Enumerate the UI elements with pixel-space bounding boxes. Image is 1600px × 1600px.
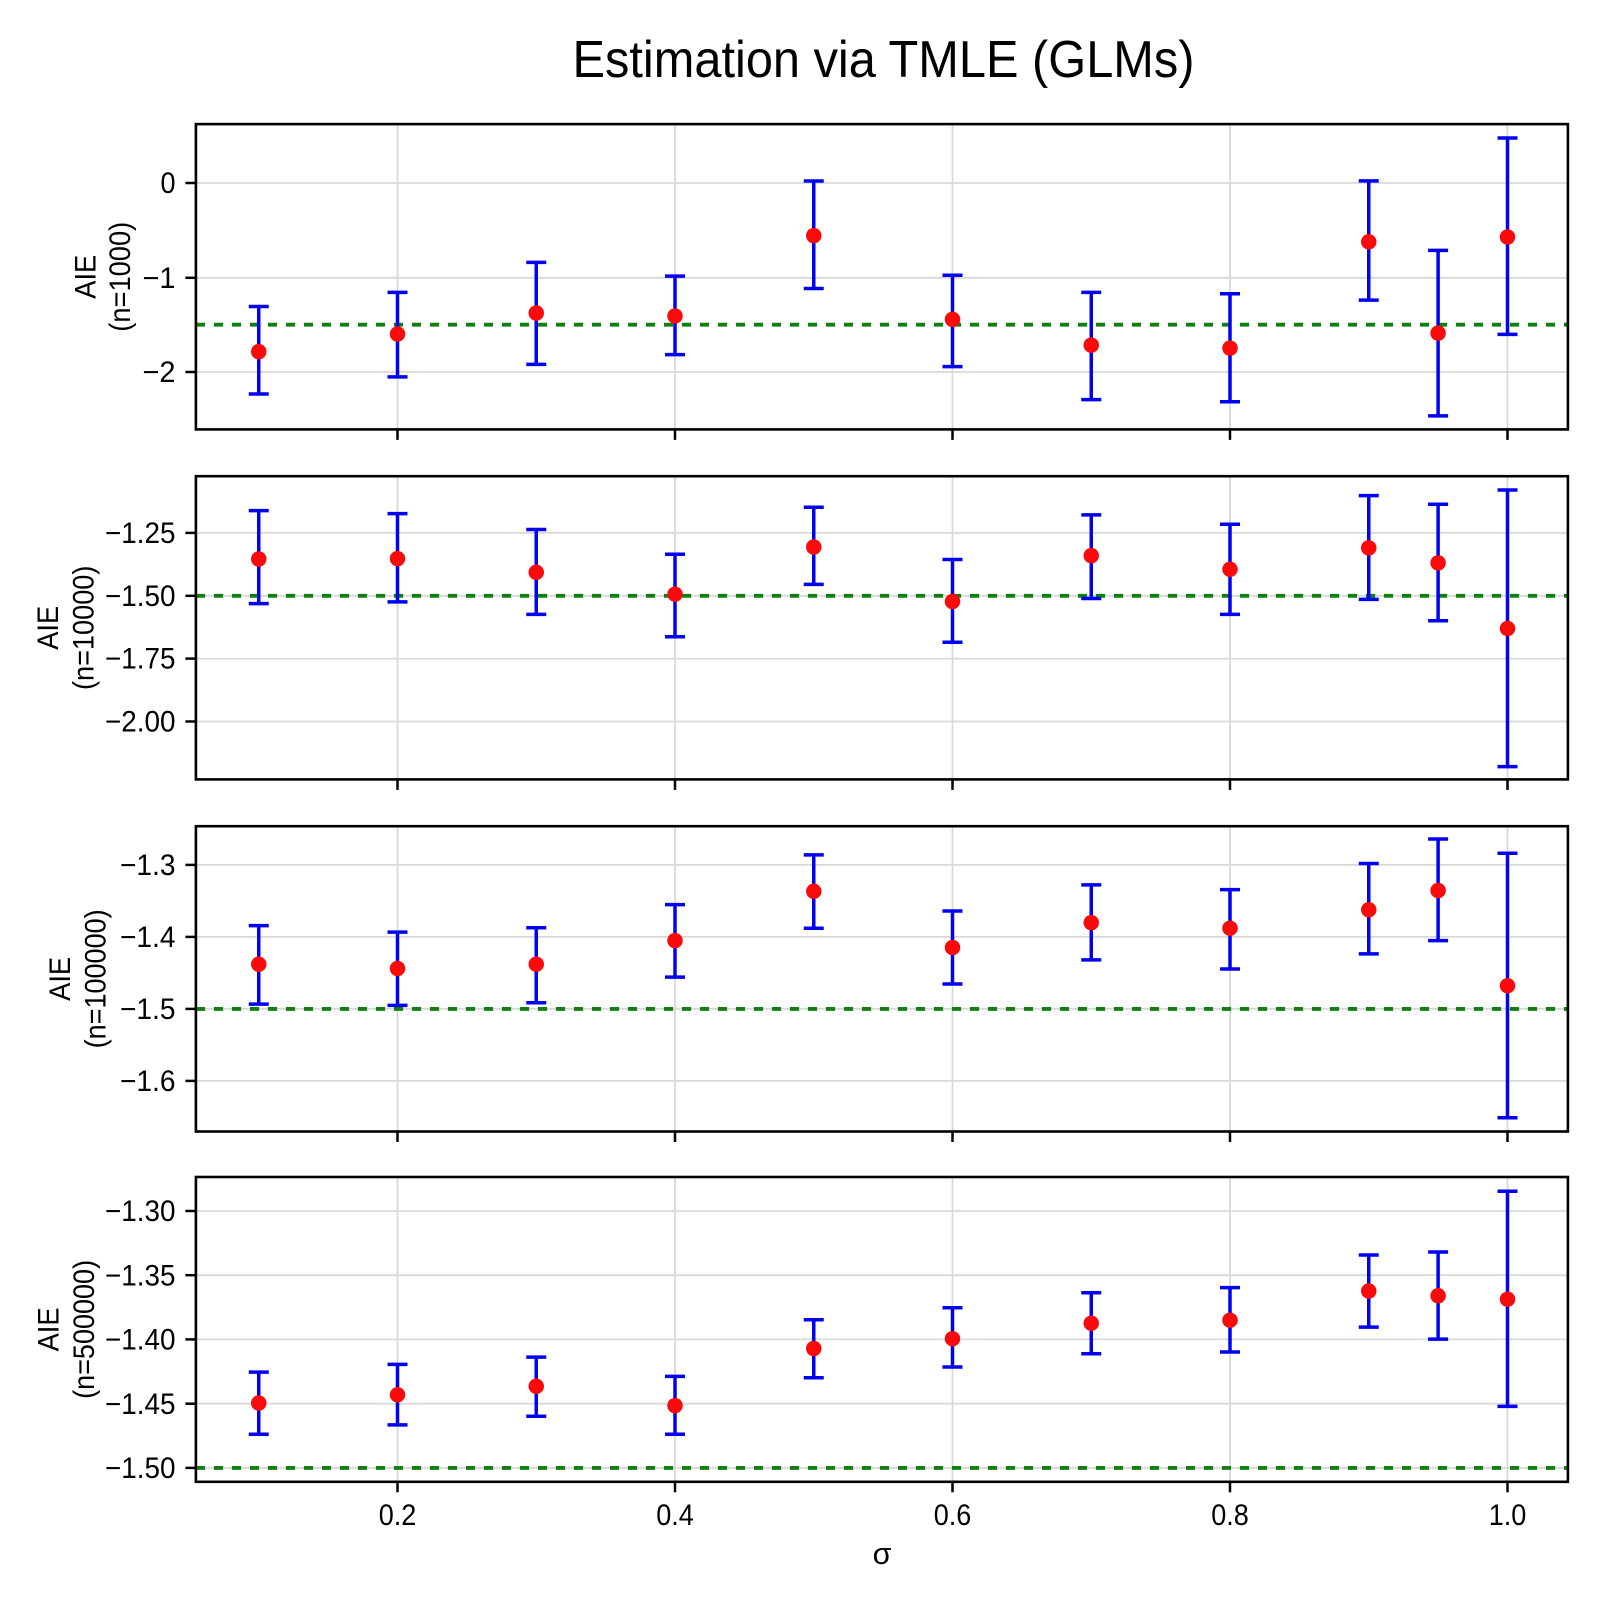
- svg-text:(n=1000): (n=1000): [104, 222, 137, 332]
- svg-text:−2: −2: [143, 356, 176, 389]
- svg-text:(n=500000): (n=500000): [68, 1260, 101, 1399]
- svg-text:AIE: AIE: [70, 255, 103, 299]
- svg-text:AIE: AIE: [33, 1307, 66, 1351]
- svg-text:−1.5: −1.5: [120, 993, 176, 1026]
- svg-text:AIE: AIE: [32, 606, 65, 650]
- svg-text:−1.75: −1.75: [105, 643, 176, 676]
- svg-text:(n=100000): (n=100000): [80, 909, 113, 1048]
- svg-text:−2.00: −2.00: [105, 706, 176, 739]
- svg-text:Estimation via TMLE (GLMs): Estimation via TMLE (GLMs): [573, 31, 1195, 89]
- svg-text:−1: −1: [143, 262, 176, 295]
- svg-text:−1.30: −1.30: [105, 1195, 176, 1228]
- svg-text:−1.35: −1.35: [105, 1259, 176, 1292]
- svg-text:0.4: 0.4: [656, 1499, 694, 1532]
- svg-text:0.8: 0.8: [1211, 1499, 1249, 1532]
- svg-text:−1.3: −1.3: [120, 849, 176, 882]
- svg-text:−1.25: −1.25: [105, 517, 176, 550]
- svg-text:−1.4: −1.4: [120, 921, 176, 954]
- svg-text:−1.6: −1.6: [120, 1065, 176, 1098]
- svg-text:0.2: 0.2: [379, 1499, 417, 1532]
- svg-text:−1.50: −1.50: [105, 580, 176, 613]
- svg-text:AIE: AIE: [44, 957, 77, 1001]
- svg-text:0.6: 0.6: [934, 1499, 972, 1532]
- svg-text:−1.50: −1.50: [105, 1452, 176, 1485]
- svg-text:−1.40: −1.40: [105, 1324, 176, 1357]
- svg-text:σ: σ: [873, 1537, 892, 1571]
- svg-text:0: 0: [161, 167, 176, 200]
- svg-text:(n=10000): (n=10000): [68, 566, 101, 691]
- svg-text:1.0: 1.0: [1489, 1499, 1527, 1532]
- svg-text:−1.45: −1.45: [105, 1388, 176, 1421]
